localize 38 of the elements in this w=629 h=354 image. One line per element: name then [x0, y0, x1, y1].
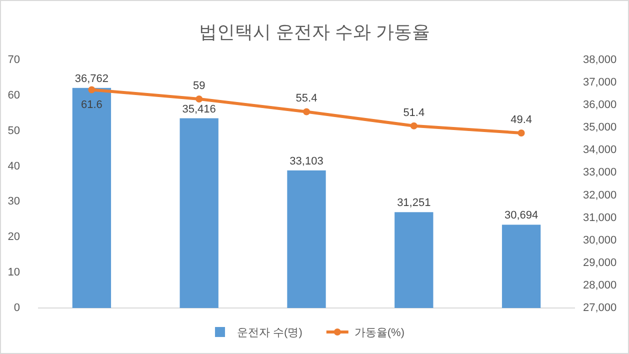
data-label: 31,251: [397, 197, 431, 210]
data-label: 30,694: [504, 210, 538, 222]
data-label: 36,762: [74, 72, 109, 85]
point: [88, 86, 96, 94]
y2-tick-label: 27,000: [583, 302, 617, 314]
y2-tick-label: 37,000: [583, 76, 617, 89]
y-tick-label: 40: [8, 160, 20, 172]
y2-tick-label: 35,000: [583, 122, 617, 134]
point: [410, 122, 418, 130]
y2-tick-label: 32,000: [583, 189, 617, 202]
point: [196, 95, 203, 102]
y2-tick-label: 30,000: [583, 234, 617, 246]
y-tick-label: 30: [8, 196, 20, 208]
y-tick-label: 50: [8, 124, 20, 137]
y-tick-label: 60: [8, 89, 20, 102]
data-label: 59: [192, 80, 206, 92]
y2-tick-label: 31,000: [583, 212, 617, 224]
y-tick-label: 10: [8, 266, 20, 279]
y-tick-label: 20: [8, 231, 20, 244]
chart-title: 법인택시 운전자 수와 가동율: [198, 22, 430, 42]
data-label: 49.4: [510, 114, 532, 126]
data-label: 33,103: [290, 155, 324, 168]
y2-tick-label: 38,000: [583, 54, 617, 66]
y2-tick-label: 28,000: [583, 279, 617, 292]
data-label: 61.6: [80, 98, 102, 111]
data-label: 55.4: [296, 92, 318, 105]
data-label: 51.4: [403, 106, 425, 119]
point: [518, 129, 525, 136]
y2-tick-label: 29,000: [583, 256, 617, 269]
y-tick-label: 70: [8, 54, 20, 66]
y2-tick-label: 33,000: [583, 166, 617, 179]
legend-label: 운전자 수(명): [237, 327, 302, 339]
y2-tick-label: 36,000: [583, 99, 617, 112]
data-label: 35,416: [182, 103, 216, 116]
y-tick-label: 0: [14, 302, 20, 314]
y2-tick-label: 34,000: [583, 144, 617, 156]
point: [303, 108, 310, 116]
legend-label: 가동율(%): [354, 327, 404, 339]
